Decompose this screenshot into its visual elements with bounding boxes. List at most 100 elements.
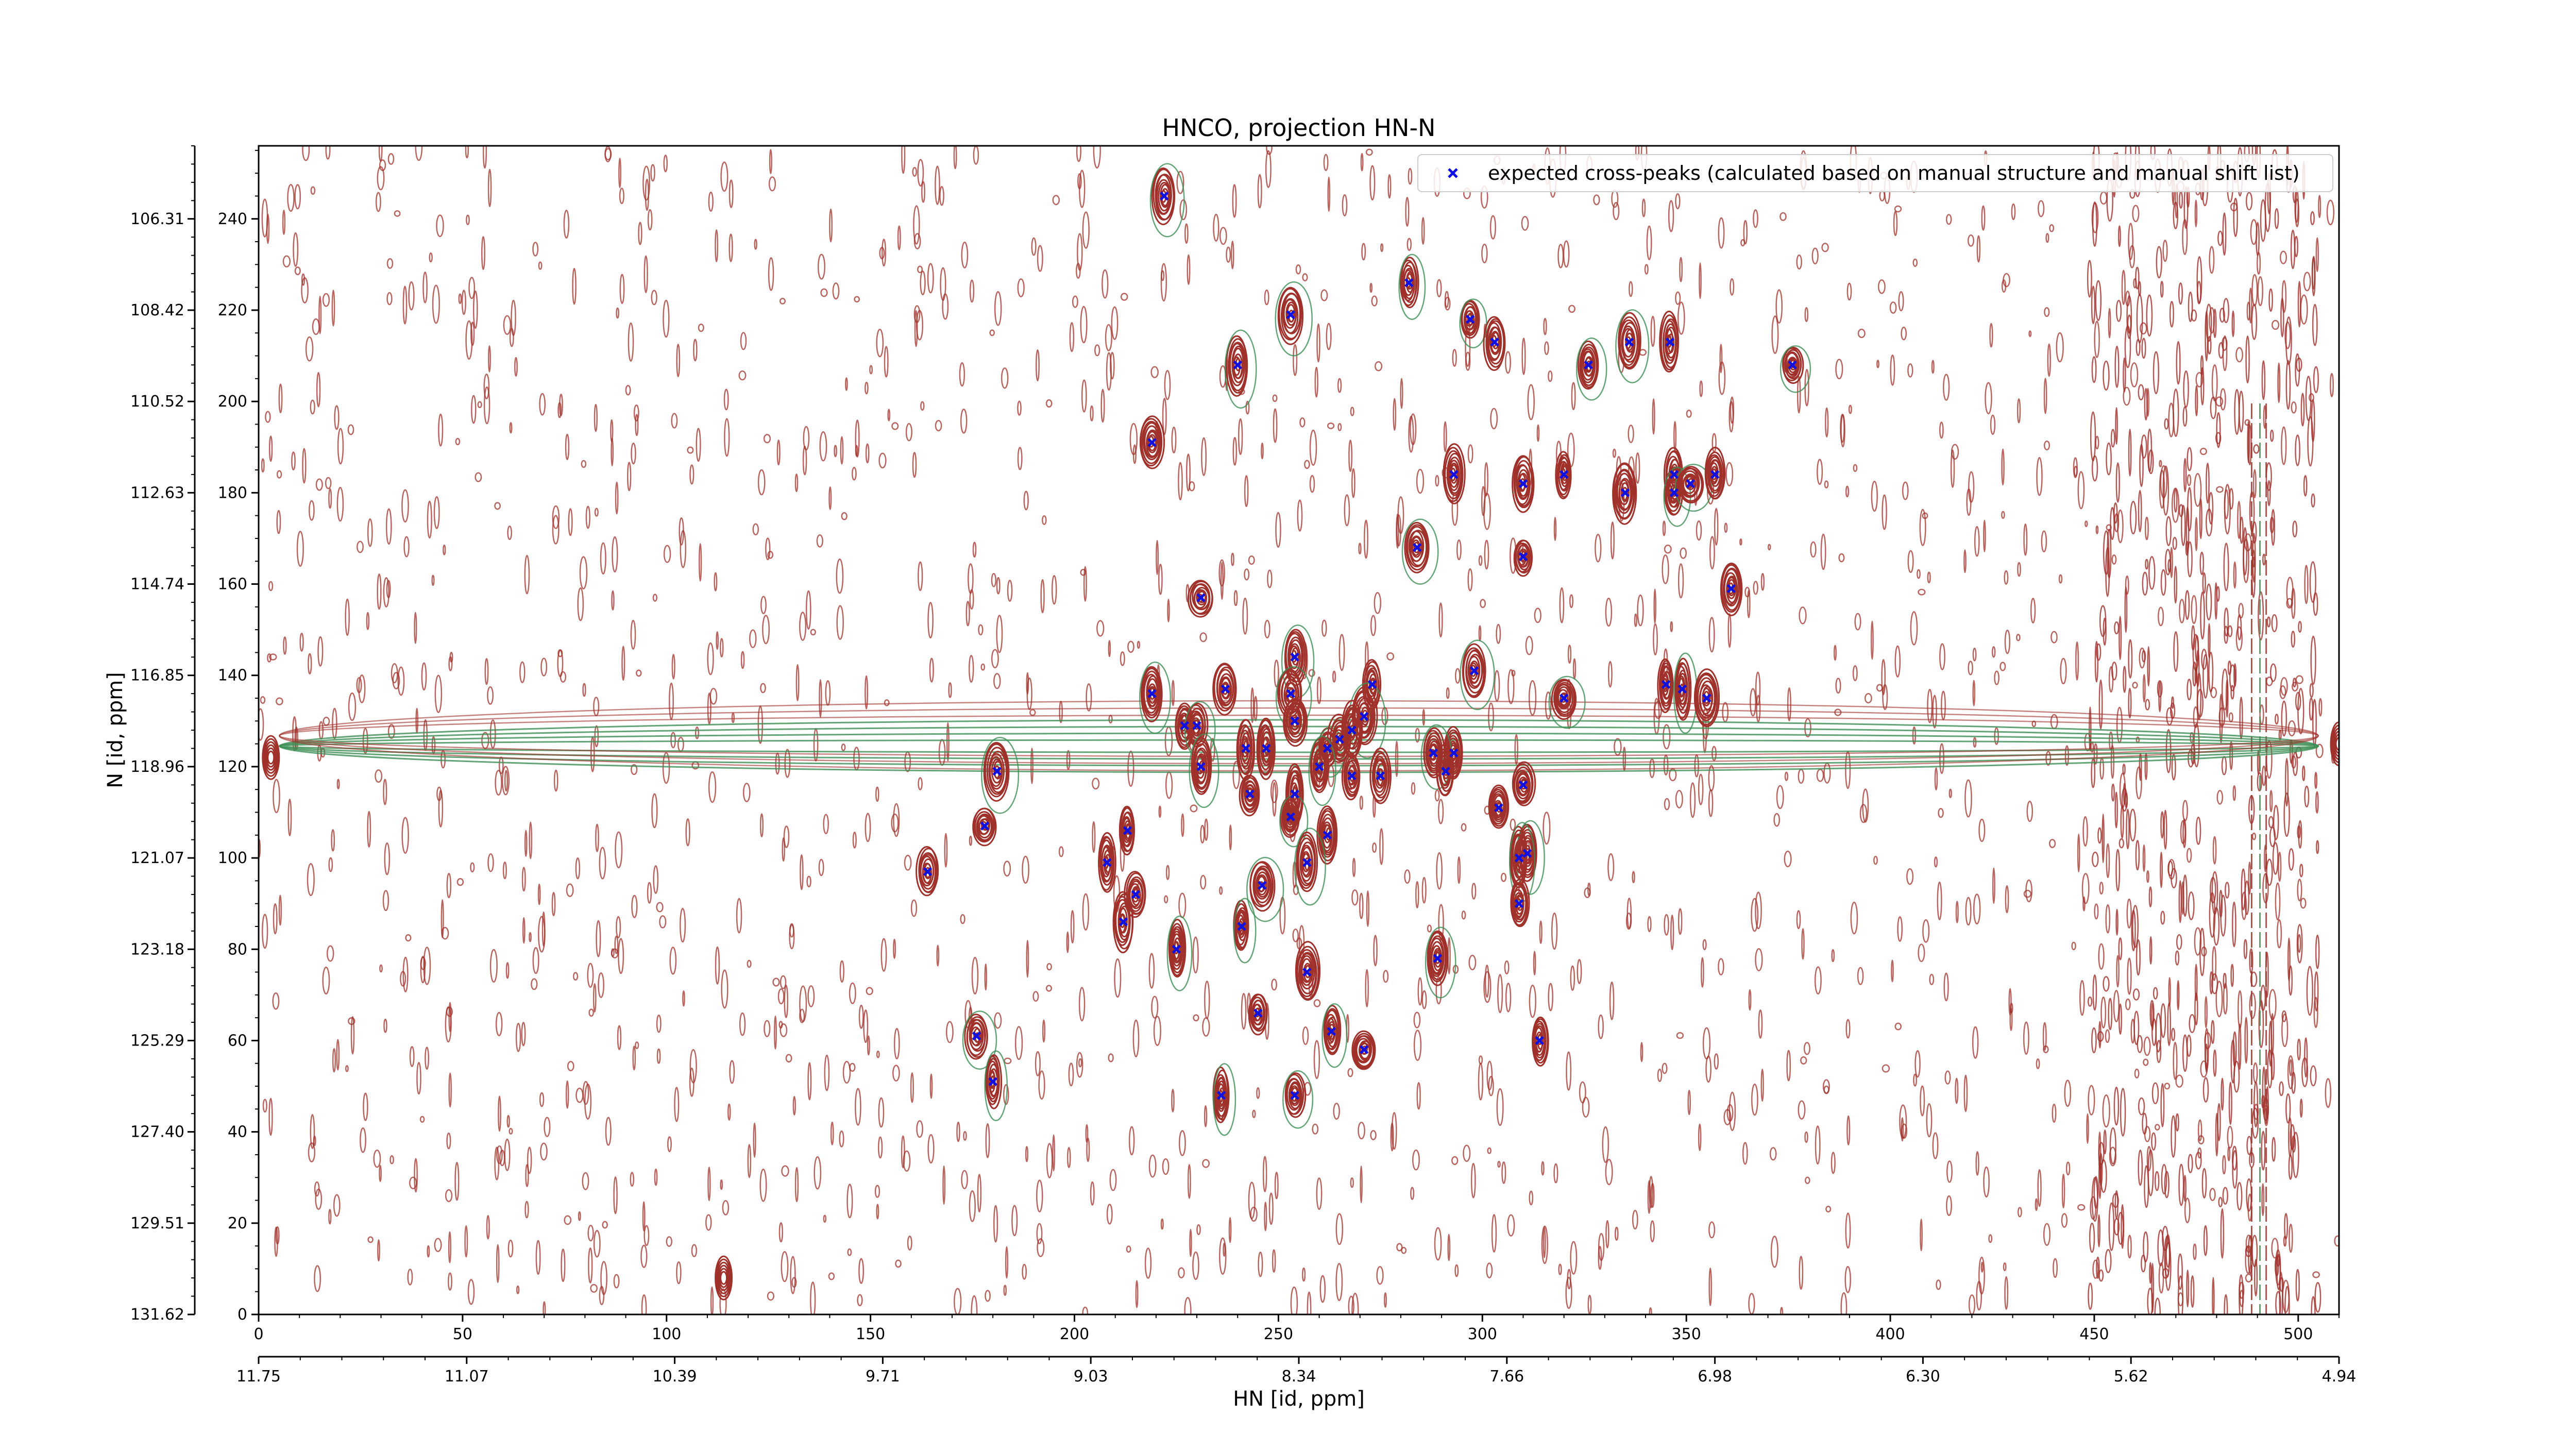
x-index-tick-label: 350 xyxy=(1672,1325,1701,1343)
cross-peak-marker xyxy=(1172,944,1181,954)
cross-peak-marker xyxy=(1123,826,1132,835)
y-index-tick-label: 100 xyxy=(218,849,247,867)
y-index-tick-label: 160 xyxy=(218,576,247,594)
x-ppm-tick-label: 8.34 xyxy=(1282,1368,1316,1386)
x-ppm-tick-label: 10.39 xyxy=(653,1368,697,1386)
cross-peak-marker xyxy=(992,766,1002,776)
y-index-tick-label: 40 xyxy=(228,1123,247,1141)
cross-peak-marker xyxy=(1535,1036,1544,1045)
y-index-tick-label: 240 xyxy=(218,210,247,228)
cross-peak-marker xyxy=(1686,479,1695,488)
y-index-tick-label: 180 xyxy=(218,484,247,502)
cross-peak-marker xyxy=(1433,954,1442,963)
cross-peak-marker xyxy=(1323,744,1332,753)
cross-peak-marker xyxy=(1522,849,1532,858)
cross-peak-markers xyxy=(923,191,1797,1100)
y-ppm-tick-label: 125.29 xyxy=(130,1032,184,1050)
y-index-tick-label: 140 xyxy=(218,667,247,685)
cross-peak-marker xyxy=(1221,684,1230,694)
cross-peak-marker xyxy=(1118,917,1128,926)
cross-peak-marker xyxy=(1159,191,1169,201)
cross-peak-marker xyxy=(1286,689,1295,698)
x-ppm-tick-label: 7.66 xyxy=(1489,1368,1524,1386)
x-ppm-tick-label: 5.62 xyxy=(2114,1368,2148,1386)
y-ppm-tick-label: 123.18 xyxy=(130,940,184,958)
cross-peak-marker xyxy=(1253,1008,1263,1018)
y-index-tick-label: 200 xyxy=(218,393,247,411)
x-index-tick-label: 100 xyxy=(652,1325,681,1343)
y-ppm-tick-label: 121.07 xyxy=(130,849,184,867)
x-ppm-axis: 11.75 11.07 10.39 9.71 9.03 8.34 7.66 6.98 6.30 5… xyxy=(236,1356,2357,1386)
x-index-tick-label: 300 xyxy=(1468,1325,1497,1343)
cross-peak-marker xyxy=(1677,684,1687,694)
y-ppm-tick-label: 108.42 xyxy=(130,301,184,319)
cross-peak-marker xyxy=(1429,748,1438,758)
x-index-axis: 0 50 100 150 200 250 300 350 400 450 500 xyxy=(253,1314,2340,1343)
y-ppm-tick-label: 116.85 xyxy=(130,667,184,685)
y-index-tick-label: 60 xyxy=(228,1032,247,1050)
y-index-tick-label: 80 xyxy=(228,940,247,958)
cross-peak-marker xyxy=(1514,853,1524,863)
y-index-tick-label: 120 xyxy=(218,758,247,776)
x-ppm-tick-label: 6.98 xyxy=(1698,1368,1732,1386)
cross-peak-marker xyxy=(1514,899,1524,908)
y-ppm-tick-label: 110.52 xyxy=(130,393,184,411)
cross-peak-marker xyxy=(1347,771,1357,781)
cross-peak-marker xyxy=(1192,721,1201,730)
cross-peak-marker xyxy=(1335,734,1344,744)
cross-peak-marker xyxy=(1669,470,1679,479)
y-ppm-tick-label: 106.31 xyxy=(130,210,184,228)
cross-peak-marker xyxy=(1131,890,1141,899)
x-index-tick-label: 200 xyxy=(1060,1325,1089,1343)
cross-peak-marker xyxy=(1241,744,1250,753)
cross-peak-marker xyxy=(1441,766,1450,776)
legend-marker-icon xyxy=(1448,168,1458,178)
plot-frame xyxy=(258,145,2340,1315)
x-ppm-tick-label: 11.75 xyxy=(236,1368,281,1386)
cross-peak-marker xyxy=(1302,858,1312,867)
cross-peak-marker xyxy=(1702,694,1711,703)
cross-peak-marker xyxy=(1314,762,1324,771)
cross-peak-marker xyxy=(923,867,933,876)
y-index-tick-label: 0 xyxy=(238,1306,247,1324)
chart-title: HNCO, projection HN-N xyxy=(1162,114,1436,142)
cross-peak-marker xyxy=(1286,310,1295,319)
cross-peak-marker xyxy=(1367,680,1377,689)
y-ppm-tick-label: 129.51 xyxy=(130,1214,184,1233)
x-index-tick-label: 250 xyxy=(1264,1325,1293,1343)
x-index-tick-label: 450 xyxy=(2079,1325,2109,1343)
x-ppm-tick-label: 6.30 xyxy=(1906,1368,1940,1386)
x-index-tick-label: 50 xyxy=(453,1325,472,1343)
cross-peak-marker xyxy=(1327,1026,1336,1036)
cross-peak-marker xyxy=(1347,726,1357,735)
cross-peak-marker xyxy=(980,821,990,831)
cross-peak-marker xyxy=(1359,712,1369,721)
y-index-tick-label: 220 xyxy=(218,301,247,319)
cross-peak-marker xyxy=(1710,470,1720,479)
cross-peak-marker xyxy=(1494,803,1503,813)
cross-peak-marker xyxy=(1216,1090,1226,1100)
cross-peak-marker xyxy=(1665,338,1675,347)
y-ppm-tick-label: 112.63 xyxy=(130,484,184,502)
cross-peak-marker xyxy=(1257,881,1267,890)
cross-peak-marker xyxy=(1147,689,1157,698)
x-ppm-tick-label: 4.94 xyxy=(2322,1368,2357,1386)
cross-peak-marker xyxy=(1376,771,1385,781)
x-axis-label: HN [id, ppm] xyxy=(1233,1387,1365,1411)
y-ppm-tick-label: 114.74 xyxy=(130,576,184,594)
cross-peak-marker xyxy=(1261,744,1271,753)
cross-peak-marker xyxy=(988,1077,997,1086)
cross-peak-marker xyxy=(1359,1045,1369,1054)
cross-peak-marker xyxy=(1196,593,1206,602)
legend-marker-x xyxy=(1448,168,1458,178)
y-index-tick-label: 20 xyxy=(228,1214,247,1233)
cross-peak-marker xyxy=(1726,584,1736,594)
cross-peak-marker xyxy=(1518,479,1528,488)
cross-peak-marker xyxy=(1469,666,1479,676)
cross-peak-marker xyxy=(1196,762,1206,771)
cross-peak-marker xyxy=(1286,812,1295,822)
cross-peak-marker xyxy=(1518,552,1528,562)
y-axis-label: N [id, ppm] xyxy=(104,672,127,788)
cross-peak-marker xyxy=(1180,721,1190,730)
